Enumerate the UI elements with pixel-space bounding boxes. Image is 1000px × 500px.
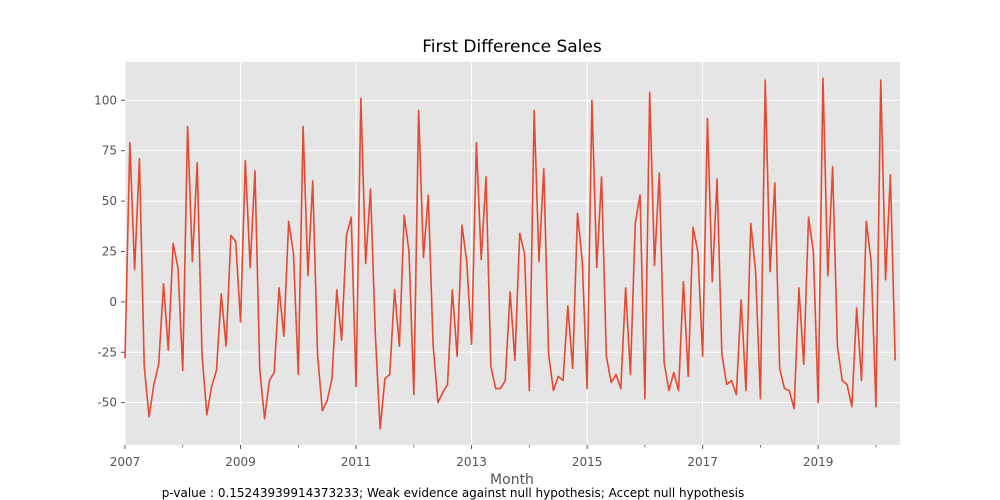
x-tick-label: 2019 <box>803 455 834 469</box>
x-tick-label: 2015 <box>572 455 603 469</box>
y-tick-label: -25 <box>97 345 117 359</box>
chart-title: First Difference Sales <box>422 37 602 57</box>
x-tick-label: 2011 <box>341 455 372 469</box>
y-tick-label: -50 <box>97 396 117 410</box>
x-axis-ticks: 2007 2009 2011 2013 2015 2017 2019 <box>110 445 877 469</box>
x-tick-label: 2017 <box>687 455 718 469</box>
x-tick-label: 2013 <box>456 455 487 469</box>
y-tick-label: 0 <box>109 295 117 309</box>
series-layer <box>124 77 896 430</box>
y-axis-ticks: -50 -25 0 25 50 75 100 <box>94 93 125 410</box>
y-tick-label: 50 <box>102 194 117 208</box>
x-axis-label: Month <box>490 472 534 488</box>
x-tick-label: 2009 <box>225 455 256 469</box>
p-value-footnote: p-value : 0.15243939914373233; Weak evid… <box>162 486 744 500</box>
x-tick-label: 2007 <box>110 455 141 469</box>
y-tick-label: 75 <box>102 144 117 158</box>
series-line <box>124 77 896 430</box>
y-tick-label: 25 <box>102 244 117 258</box>
y-tick-label: 100 <box>94 93 117 107</box>
